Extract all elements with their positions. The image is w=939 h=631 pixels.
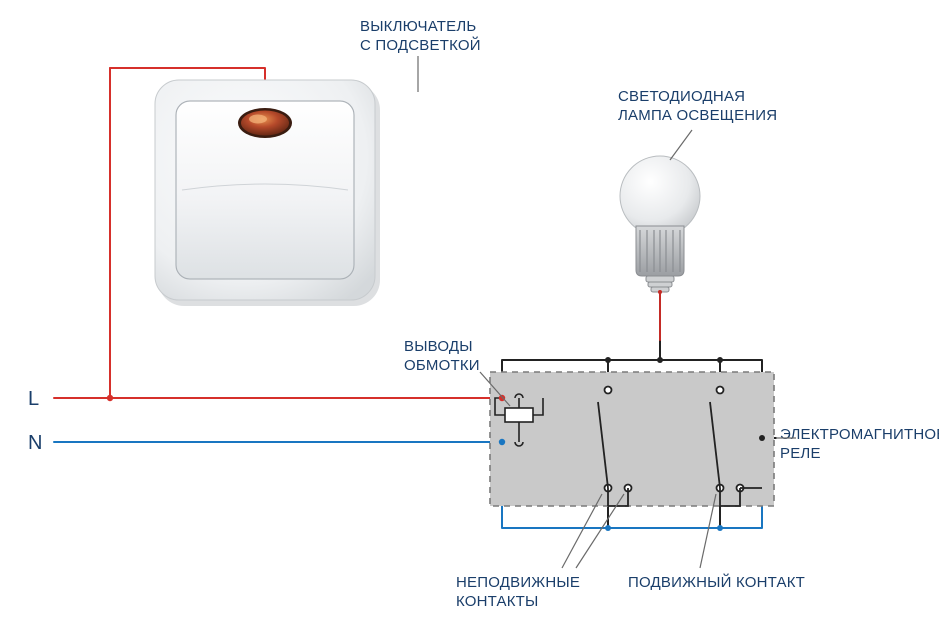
wire-L-top: [110, 68, 265, 80]
led-bulb: [620, 156, 700, 294]
wall-switch: [155, 80, 380, 306]
diagram-svg: [0, 0, 939, 631]
relay: [490, 372, 774, 506]
